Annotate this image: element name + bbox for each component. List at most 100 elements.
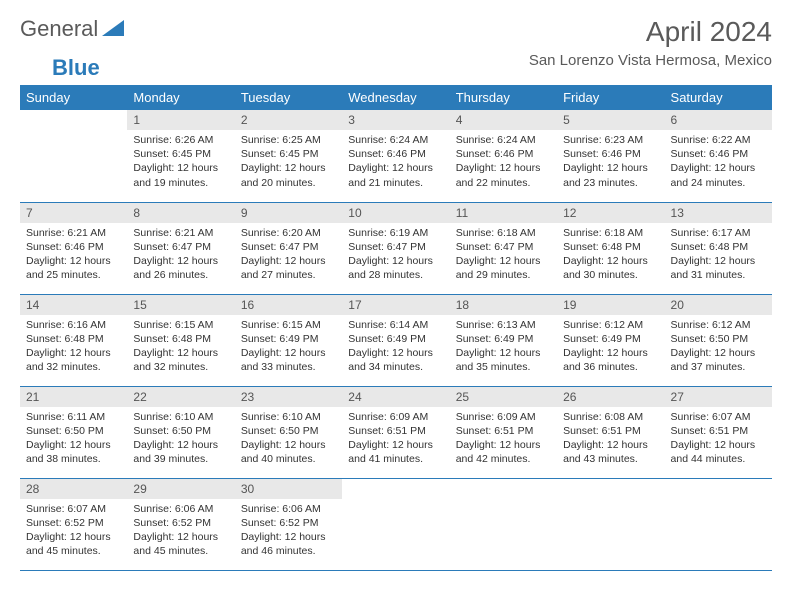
day-number: 11 <box>450 203 557 223</box>
calendar-day-cell: 16Sunrise: 6:15 AMSunset: 6:49 PMDayligh… <box>235 294 342 386</box>
day-content: Sunrise: 6:17 AMSunset: 6:48 PMDaylight:… <box>665 223 772 286</box>
day-content: Sunrise: 6:10 AMSunset: 6:50 PMDaylight:… <box>235 407 342 470</box>
logo-text-general: General <box>20 16 98 42</box>
day-number: 18 <box>450 295 557 315</box>
day-number: 6 <box>665 110 772 130</box>
day-content: Sunrise: 6:07 AMSunset: 6:52 PMDaylight:… <box>20 499 127 562</box>
day-number: 30 <box>235 479 342 499</box>
day-content: Sunrise: 6:09 AMSunset: 6:51 PMDaylight:… <box>342 407 449 470</box>
calendar-day-cell: 10Sunrise: 6:19 AMSunset: 6:47 PMDayligh… <box>342 202 449 294</box>
calendar-day-cell: 20Sunrise: 6:12 AMSunset: 6:50 PMDayligh… <box>665 294 772 386</box>
day-content: Sunrise: 6:22 AMSunset: 6:46 PMDaylight:… <box>665 130 772 193</box>
calendar-day-cell: 29Sunrise: 6:06 AMSunset: 6:52 PMDayligh… <box>127 478 234 570</box>
month-title: April 2024 <box>529 16 772 48</box>
calendar-day-cell: 6Sunrise: 6:22 AMSunset: 6:46 PMDaylight… <box>665 110 772 202</box>
day-content: Sunrise: 6:23 AMSunset: 6:46 PMDaylight:… <box>557 130 664 193</box>
day-content: Sunrise: 6:08 AMSunset: 6:51 PMDaylight:… <box>557 407 664 470</box>
calendar-day-cell <box>20 110 127 202</box>
day-number: 17 <box>342 295 449 315</box>
calendar-day-cell: 13Sunrise: 6:17 AMSunset: 6:48 PMDayligh… <box>665 202 772 294</box>
day-number: 23 <box>235 387 342 407</box>
day-number: 2 <box>235 110 342 130</box>
calendar-day-cell: 9Sunrise: 6:20 AMSunset: 6:47 PMDaylight… <box>235 202 342 294</box>
calendar-week-row: 21Sunrise: 6:11 AMSunset: 6:50 PMDayligh… <box>20 386 772 478</box>
day-number: 20 <box>665 295 772 315</box>
day-content: Sunrise: 6:24 AMSunset: 6:46 PMDaylight:… <box>342 130 449 193</box>
calendar-day-cell <box>665 478 772 570</box>
day-number: 3 <box>342 110 449 130</box>
day-content: Sunrise: 6:09 AMSunset: 6:51 PMDaylight:… <box>450 407 557 470</box>
day-number: 5 <box>557 110 664 130</box>
calendar-day-cell: 14Sunrise: 6:16 AMSunset: 6:48 PMDayligh… <box>20 294 127 386</box>
calendar-week-row: 14Sunrise: 6:16 AMSunset: 6:48 PMDayligh… <box>20 294 772 386</box>
calendar-day-cell: 19Sunrise: 6:12 AMSunset: 6:49 PMDayligh… <box>557 294 664 386</box>
day-number: 25 <box>450 387 557 407</box>
calendar-day-cell: 30Sunrise: 6:06 AMSunset: 6:52 PMDayligh… <box>235 478 342 570</box>
calendar-week-row: 1Sunrise: 6:26 AMSunset: 6:45 PMDaylight… <box>20 110 772 202</box>
calendar-day-cell: 26Sunrise: 6:08 AMSunset: 6:51 PMDayligh… <box>557 386 664 478</box>
calendar-day-cell: 11Sunrise: 6:18 AMSunset: 6:47 PMDayligh… <box>450 202 557 294</box>
calendar-day-cell: 12Sunrise: 6:18 AMSunset: 6:48 PMDayligh… <box>557 202 664 294</box>
day-number: 24 <box>342 387 449 407</box>
day-number: 19 <box>557 295 664 315</box>
day-number: 16 <box>235 295 342 315</box>
calendar-week-row: 7Sunrise: 6:21 AMSunset: 6:46 PMDaylight… <box>20 202 772 294</box>
calendar-day-cell: 25Sunrise: 6:09 AMSunset: 6:51 PMDayligh… <box>450 386 557 478</box>
day-content: Sunrise: 6:06 AMSunset: 6:52 PMDaylight:… <box>127 499 234 562</box>
day-content: Sunrise: 6:18 AMSunset: 6:48 PMDaylight:… <box>557 223 664 286</box>
day-number: 7 <box>20 203 127 223</box>
calendar-day-cell: 1Sunrise: 6:26 AMSunset: 6:45 PMDaylight… <box>127 110 234 202</box>
day-number: 29 <box>127 479 234 499</box>
day-header: Tuesday <box>235 85 342 110</box>
day-content: Sunrise: 6:12 AMSunset: 6:49 PMDaylight:… <box>557 315 664 378</box>
logo-text-blue: Blue <box>52 55 100 80</box>
day-number: 27 <box>665 387 772 407</box>
day-content: Sunrise: 6:06 AMSunset: 6:52 PMDaylight:… <box>235 499 342 562</box>
calendar-day-cell: 5Sunrise: 6:23 AMSunset: 6:46 PMDaylight… <box>557 110 664 202</box>
day-content: Sunrise: 6:26 AMSunset: 6:45 PMDaylight:… <box>127 130 234 193</box>
day-header: Monday <box>127 85 234 110</box>
day-content: Sunrise: 6:12 AMSunset: 6:50 PMDaylight:… <box>665 315 772 378</box>
calendar-day-cell: 27Sunrise: 6:07 AMSunset: 6:51 PMDayligh… <box>665 386 772 478</box>
day-number: 10 <box>342 203 449 223</box>
day-number: 1 <box>127 110 234 130</box>
day-number: 13 <box>665 203 772 223</box>
day-content: Sunrise: 6:14 AMSunset: 6:49 PMDaylight:… <box>342 315 449 378</box>
calendar-day-cell: 4Sunrise: 6:24 AMSunset: 6:46 PMDaylight… <box>450 110 557 202</box>
calendar-day-cell: 15Sunrise: 6:15 AMSunset: 6:48 PMDayligh… <box>127 294 234 386</box>
day-header: Thursday <box>450 85 557 110</box>
day-content: Sunrise: 6:16 AMSunset: 6:48 PMDaylight:… <box>20 315 127 378</box>
day-content: Sunrise: 6:15 AMSunset: 6:48 PMDaylight:… <box>127 315 234 378</box>
day-content: Sunrise: 6:25 AMSunset: 6:45 PMDaylight:… <box>235 130 342 193</box>
calendar-day-cell: 22Sunrise: 6:10 AMSunset: 6:50 PMDayligh… <box>127 386 234 478</box>
day-content: Sunrise: 6:20 AMSunset: 6:47 PMDaylight:… <box>235 223 342 286</box>
calendar-day-cell: 7Sunrise: 6:21 AMSunset: 6:46 PMDaylight… <box>20 202 127 294</box>
day-content: Sunrise: 6:15 AMSunset: 6:49 PMDaylight:… <box>235 315 342 378</box>
day-content: Sunrise: 6:21 AMSunset: 6:47 PMDaylight:… <box>127 223 234 286</box>
day-number: 21 <box>20 387 127 407</box>
calendar-day-cell: 18Sunrise: 6:13 AMSunset: 6:49 PMDayligh… <box>450 294 557 386</box>
day-number: 28 <box>20 479 127 499</box>
day-number: 14 <box>20 295 127 315</box>
day-content: Sunrise: 6:10 AMSunset: 6:50 PMDaylight:… <box>127 407 234 470</box>
day-number: 15 <box>127 295 234 315</box>
calendar-day-cell: 2Sunrise: 6:25 AMSunset: 6:45 PMDaylight… <box>235 110 342 202</box>
logo-blue-wrap: Blue <box>20 55 772 81</box>
day-header-row: SundayMondayTuesdayWednesdayThursdayFrid… <box>20 85 772 110</box>
calendar-day-cell: 28Sunrise: 6:07 AMSunset: 6:52 PMDayligh… <box>20 478 127 570</box>
calendar-day-cell: 24Sunrise: 6:09 AMSunset: 6:51 PMDayligh… <box>342 386 449 478</box>
day-header: Sunday <box>20 85 127 110</box>
calendar-day-cell: 23Sunrise: 6:10 AMSunset: 6:50 PMDayligh… <box>235 386 342 478</box>
calendar-day-cell <box>342 478 449 570</box>
calendar-table: SundayMondayTuesdayWednesdayThursdayFrid… <box>20 85 772 571</box>
calendar-body: 1Sunrise: 6:26 AMSunset: 6:45 PMDaylight… <box>20 110 772 570</box>
day-content: Sunrise: 6:18 AMSunset: 6:47 PMDaylight:… <box>450 223 557 286</box>
day-content: Sunrise: 6:24 AMSunset: 6:46 PMDaylight:… <box>450 130 557 193</box>
day-number: 12 <box>557 203 664 223</box>
day-content: Sunrise: 6:21 AMSunset: 6:46 PMDaylight:… <box>20 223 127 286</box>
day-header: Friday <box>557 85 664 110</box>
day-content: Sunrise: 6:13 AMSunset: 6:49 PMDaylight:… <box>450 315 557 378</box>
day-number: 22 <box>127 387 234 407</box>
day-header: Wednesday <box>342 85 449 110</box>
calendar-day-cell: 21Sunrise: 6:11 AMSunset: 6:50 PMDayligh… <box>20 386 127 478</box>
